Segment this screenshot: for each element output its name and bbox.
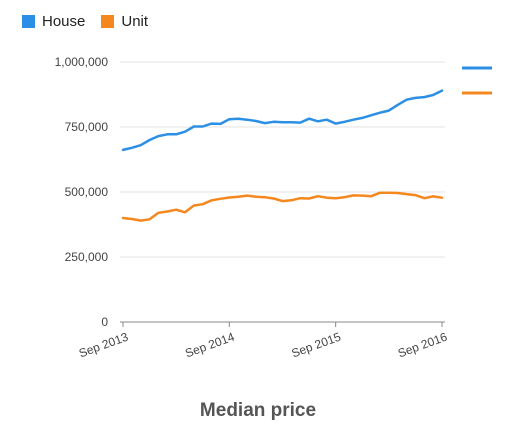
y-tick-label: 0 [101,315,108,329]
legend-swatch-unit [101,15,115,28]
chart-legend: House Unit [22,13,164,30]
y-tick-label: 750,000 [65,120,109,134]
y-tick-label: 250,000 [65,250,109,264]
x-tick-label: Sep 2014 [183,330,236,361]
x-axis-title: Median price [200,400,316,421]
y-tick-label: 500,000 [65,185,109,199]
series-line-unit [121,191,444,222]
y-tick-label: 1,000,000 [55,55,109,69]
series-line-house [121,89,444,152]
x-tick-label: Sep 2013 [77,330,130,361]
legend-label-house: House [42,13,86,30]
legend-swatch-house [22,15,35,28]
x-tick-label: Sep 2016 [396,330,449,361]
x-tick-label: Sep 2015 [290,330,343,361]
legend-label-unit: Unit [121,13,149,30]
legend-item-unit[interactable]: Unit [101,13,148,30]
legend-item-house[interactable]: House [22,13,85,30]
